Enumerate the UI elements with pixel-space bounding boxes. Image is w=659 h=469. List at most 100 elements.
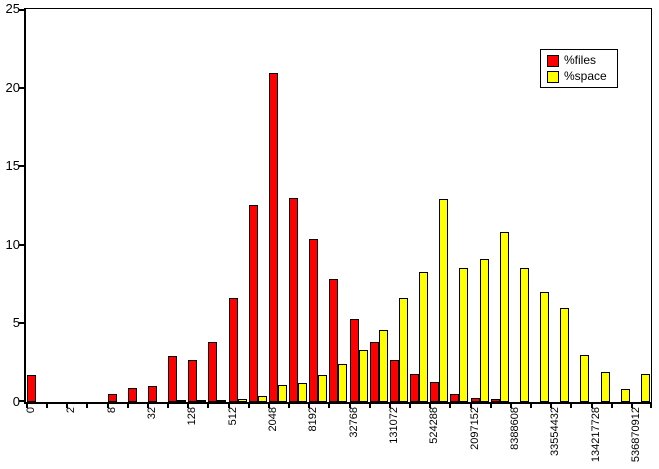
files-bar-7: [168, 356, 178, 402]
space-bar-17: [378, 330, 388, 402]
files-bar-8: [188, 360, 198, 402]
x-tick-0: [26, 404, 28, 408]
x-tick-label-8: 8: [106, 407, 118, 414]
files-bar-13: [289, 198, 299, 402]
files-legend-label: %files: [564, 53, 597, 67]
x-tick-15: [328, 404, 330, 408]
plot-area: %files %space: [19, 8, 652, 408]
space-legend-label: %space: [564, 69, 607, 83]
files-bar-22: [470, 398, 480, 402]
space-swatch-icon: [547, 70, 559, 83]
x-tick-26: [550, 404, 552, 408]
x-tick-30: [631, 404, 633, 408]
space-bar-10: [237, 399, 247, 402]
y-tick-15: [19, 165, 24, 167]
y-tick-0: [19, 400, 24, 402]
x-tick-16: [349, 404, 351, 408]
x-tick-31: [650, 404, 652, 408]
y-tick-label-25: 25: [5, 1, 20, 16]
files-bar-6: [147, 386, 157, 402]
y-tick-10: [19, 244, 24, 246]
legend: %files %space: [540, 49, 618, 88]
y-tick-label-20: 20: [5, 80, 20, 95]
x-tick-label-32: 32: [146, 407, 158, 420]
x-tick-6: [147, 404, 149, 408]
x-tick-8: [187, 404, 189, 408]
x-tick-9: [207, 404, 209, 408]
x-tick-10: [228, 404, 230, 408]
files-bar-19: [410, 374, 420, 402]
space-bar-26: [560, 308, 570, 402]
x-tick-1: [46, 404, 48, 408]
space-bar-7: [177, 400, 187, 402]
y-tick-25: [19, 9, 24, 11]
files-bar-15: [329, 279, 339, 402]
x-tick-20: [429, 404, 431, 408]
x-tick-11: [248, 404, 250, 408]
x-tick-label-8192: 8192: [307, 407, 319, 432]
files-bar-5: [127, 388, 137, 402]
space-bar-27: [580, 355, 590, 402]
x-tick-28: [591, 404, 593, 408]
x-tick-label-0: 0: [25, 407, 37, 414]
space-bar-22: [479, 259, 489, 402]
space-bar-19: [419, 272, 429, 402]
x-tick-22: [470, 404, 472, 408]
x-tick-7: [167, 404, 169, 408]
space-bar-28: [600, 372, 610, 402]
space-bar-16: [358, 350, 368, 402]
space-bar-29: [620, 389, 630, 402]
space-bar-9: [217, 400, 227, 402]
x-tick-19: [409, 404, 411, 408]
x-tick-21: [449, 404, 451, 408]
x-tick-24: [510, 404, 512, 408]
space-bar-14: [318, 375, 328, 402]
x-tick-5: [127, 404, 129, 408]
x-tick-4: [107, 404, 109, 408]
files-bar-18: [389, 360, 399, 402]
legend-row-files: %files: [547, 54, 611, 67]
files-bar-20: [430, 382, 440, 402]
space-bar-25: [540, 292, 550, 402]
files-bar-23: [490, 399, 500, 402]
x-tick-2: [66, 404, 68, 408]
space-bar-24: [519, 268, 529, 402]
space-bar-12: [277, 385, 287, 402]
x-tick-label-134217728: 134217728: [590, 407, 602, 463]
space-bar-13: [298, 383, 308, 402]
files-bar-21: [450, 394, 460, 402]
y-tick-20: [19, 87, 24, 89]
x-tick-label-524288: 524288: [428, 407, 440, 444]
x-tick-17: [369, 404, 371, 408]
x-tick-label-2048: 2048: [267, 407, 279, 432]
x-tick-27: [570, 404, 572, 408]
x-tick-label-2: 2: [65, 407, 77, 414]
y-tick-5: [19, 322, 24, 324]
files-bar-9: [208, 342, 218, 402]
space-bar-18: [398, 298, 408, 402]
x-tick-25: [530, 404, 532, 408]
y-tick-label-15: 15: [5, 158, 20, 173]
y-tick-label-0: 0: [12, 394, 20, 409]
space-bar-11: [257, 396, 267, 402]
files-bar-0: [27, 375, 36, 402]
y-tick-label-5: 5: [12, 315, 20, 330]
x-tick-29: [611, 404, 613, 408]
x-tick-label-33554432: 33554432: [549, 407, 561, 456]
space-bar-30: [640, 374, 650, 402]
space-bar-15: [338, 364, 348, 402]
files-bar-10: [228, 298, 238, 402]
x-tick-18: [389, 404, 391, 408]
x-tick-12: [268, 404, 270, 408]
x-tick-14: [308, 404, 310, 408]
x-tick-3: [86, 404, 88, 408]
x-tick-label-2097152: 2097152: [469, 407, 481, 450]
x-tick-label-32768: 32768: [348, 407, 360, 438]
space-bar-20: [439, 199, 449, 402]
files-bar-12: [268, 73, 278, 402]
files-bar-16: [349, 319, 359, 402]
x-tick-23: [490, 404, 492, 408]
space-bar-23: [499, 232, 509, 402]
space-bar-21: [459, 268, 469, 402]
